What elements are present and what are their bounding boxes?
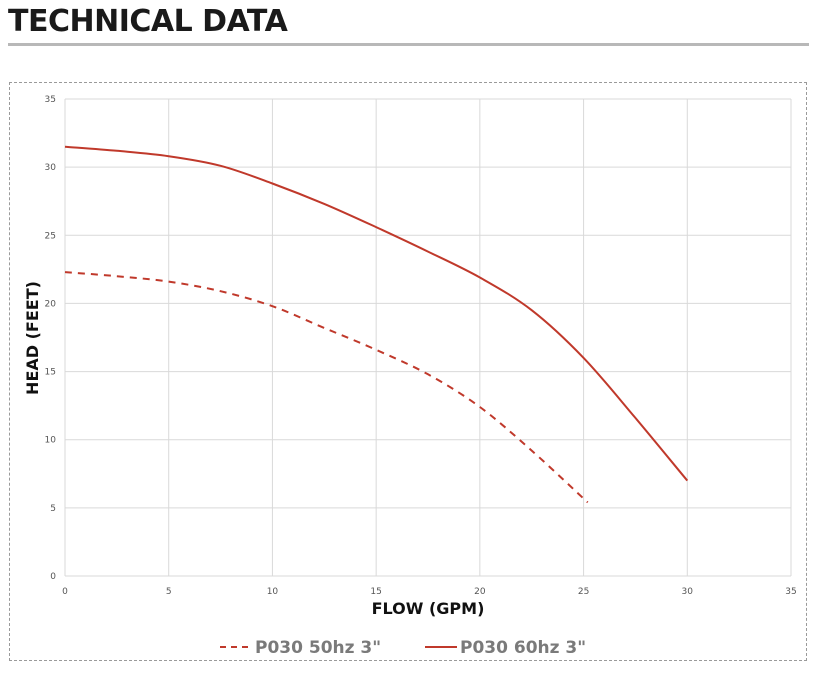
chart-series xyxy=(64,145,689,504)
chart-ticks: 0 5 10 15 20 25 30 35 0 5 10 15 20 25 30 35 xyxy=(45,95,797,597)
x-tick-label: 15 xyxy=(370,587,381,597)
x-tick-label: 25 xyxy=(578,587,589,597)
x-tick-label: 35 xyxy=(785,587,796,597)
y-tick-label: 35 xyxy=(45,95,56,105)
legend-label: P030 60hz 3" xyxy=(460,638,586,658)
y-tick-label: 30 xyxy=(45,163,57,173)
x-tick-label: 30 xyxy=(682,587,694,597)
x-tick-label: 0 xyxy=(62,587,68,597)
x-tick-label: 10 xyxy=(267,587,279,597)
y-tick-label: 15 xyxy=(45,368,56,378)
y-tick-label: 10 xyxy=(45,436,57,446)
y-tick-label: 20 xyxy=(45,299,57,309)
chart-frame xyxy=(9,82,807,661)
legend-label: P030 50hz 3" xyxy=(255,638,381,658)
chart-legend: P030 50hz 3" P030 60hz 3" xyxy=(220,638,586,658)
title-divider xyxy=(8,43,809,46)
chart-grid xyxy=(64,98,792,577)
y-tick-label: 25 xyxy=(45,231,56,241)
series-line-50hz xyxy=(64,271,589,504)
x-tick-label: 5 xyxy=(166,587,172,597)
y-axis-label: HEAD (FEET) xyxy=(23,281,42,395)
y-tick-label: 0 xyxy=(50,572,56,582)
y-tick-label: 5 xyxy=(50,504,56,514)
x-tick-label: 20 xyxy=(474,587,486,597)
page-title: TECHNICAL DATA xyxy=(8,4,288,39)
x-axis-label: FLOW (GPM) xyxy=(372,599,485,618)
series-line-60hz xyxy=(64,145,689,482)
